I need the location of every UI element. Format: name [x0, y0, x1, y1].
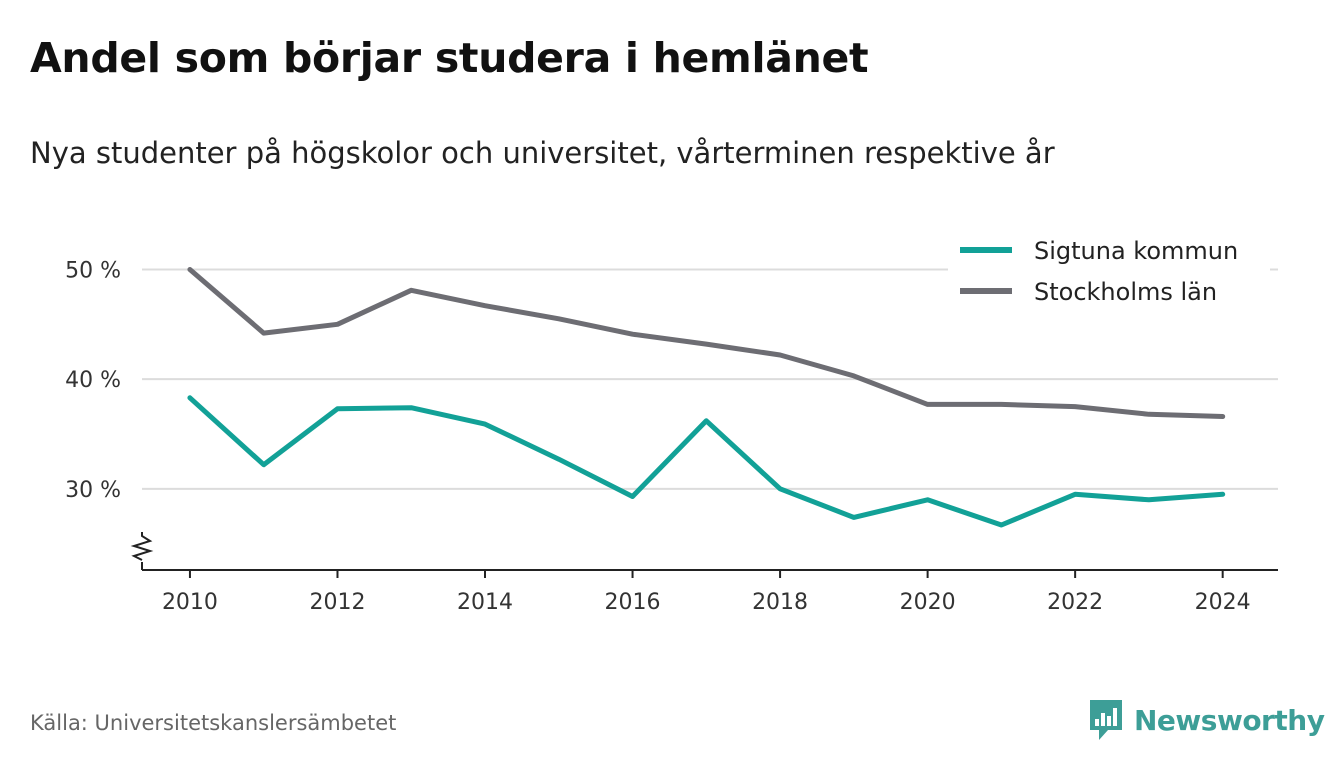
x-tick-label: 2016	[605, 590, 661, 615]
x-tick-label: 2020	[900, 590, 956, 615]
x-tick-label: 2022	[1047, 590, 1103, 615]
series-line-1	[187, 267, 1226, 419]
x-tick-label: 2018	[752, 590, 808, 615]
y-tick-label: 30 %	[65, 478, 121, 503]
newsworthy-logo-icon	[1090, 700, 1122, 740]
legend-label: Sigtuna kommun	[1034, 237, 1238, 265]
chart-title: Andel som börjar studera i hemlänet	[30, 34, 869, 82]
x-tick-label: 2024	[1195, 590, 1251, 615]
y-axis-break	[130, 532, 154, 570]
series-line-0	[187, 395, 1226, 528]
brand-name: Newsworthy	[1134, 703, 1325, 737]
legend-label: Stockholms län	[1034, 278, 1217, 306]
x-tick-label: 2012	[309, 590, 365, 615]
x-tick-label: 2014	[457, 590, 513, 615]
y-tick-label: 50 %	[65, 258, 121, 283]
y-tick-label: 40 %	[65, 368, 121, 393]
x-tick-label: 2010	[162, 590, 218, 615]
series-lines	[187, 267, 1226, 528]
legend: Sigtuna kommun Stockholms län	[948, 233, 1270, 319]
source-note: Källa: Universitetskanslersämbetet	[30, 711, 397, 735]
axes: 30 % 40 % 50 % 2010 2012 2014 2016 2018 2020 2022…	[65, 258, 1278, 615]
chart-subtitle: Nya studenter på högskolor och universit…	[30, 136, 1055, 170]
brand-logo: Newsworthy	[1088, 697, 1325, 743]
